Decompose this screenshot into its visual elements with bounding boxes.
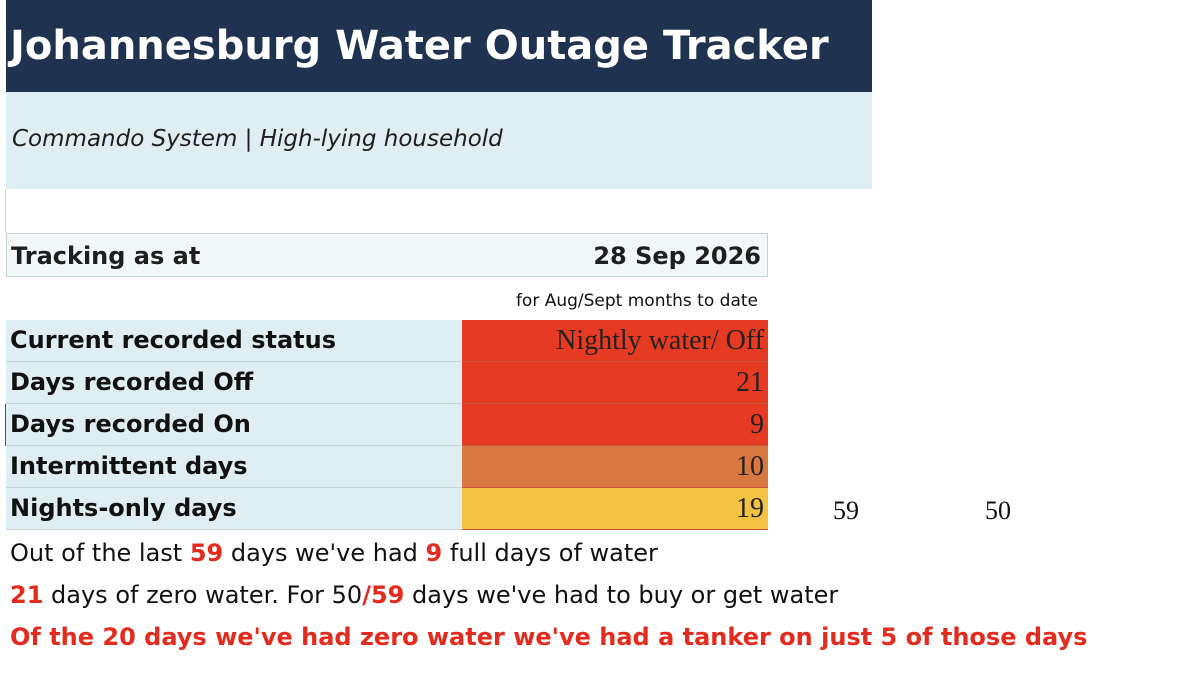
summary-line-1: Out of the last 59 days we've had 9 full… xyxy=(10,539,658,567)
intermittent-row[interactable]: Intermittent days 10 xyxy=(6,446,768,488)
row-label: Nights-only days xyxy=(6,488,462,530)
days-off-row[interactable]: Days recorded Off 21 xyxy=(6,362,768,404)
extra-cell-bought[interactable]: 50 xyxy=(985,496,1011,525)
page-subtitle: Commando System | High-lying household xyxy=(6,92,872,189)
row-label: Days recorded Off xyxy=(6,362,462,404)
row-label: Intermittent days xyxy=(6,446,462,488)
row-value: 10 xyxy=(462,446,768,488)
extra-cell-total[interactable]: 59 xyxy=(833,496,859,525)
row-value: Nightly water/ Off xyxy=(462,320,768,362)
summary-highlight: 59 xyxy=(189,539,224,567)
summary-highlight: 21 xyxy=(10,581,44,609)
summary-line-2: 21 days of zero water. For 50/59 days we… xyxy=(10,581,838,609)
row-value: 19 xyxy=(462,488,768,530)
row-label: Days recorded On xyxy=(6,404,462,446)
tracking-date: 28 Sep 2026 xyxy=(593,242,761,270)
days-on-row[interactable]: Days recorded On 9 xyxy=(5,404,768,446)
summary-text: days we've had xyxy=(223,539,426,567)
tracking-note: for Aug/Sept months to date xyxy=(515,291,758,311)
grid-line xyxy=(5,189,6,233)
summary-line-3: Of the 20 days we've had zero water we'v… xyxy=(10,623,1088,651)
row-value: 21 xyxy=(462,362,768,404)
nights-only-row[interactable]: Nights-only days 19 xyxy=(6,488,768,530)
summary-text: days of zero water. For 50 xyxy=(43,581,363,609)
page-title: Johannesburg Water Outage Tracker xyxy=(6,0,872,92)
summary-text: days we've had to buy or get water xyxy=(404,581,839,609)
row-value: 9 xyxy=(462,404,768,446)
summary-highlight: /59 xyxy=(362,581,405,609)
status-row[interactable]: Current recorded status Nightly water/ O… xyxy=(6,320,768,362)
summary-text: full days of water xyxy=(442,539,658,567)
tracking-label: Tracking as at xyxy=(11,242,201,270)
summary-text: Out of the last xyxy=(10,539,190,567)
tracking-row[interactable]: Tracking as at 28 Sep 2026 xyxy=(6,233,768,277)
summary-highlight: 9 xyxy=(425,539,443,567)
row-label: Current recorded status xyxy=(6,320,462,362)
